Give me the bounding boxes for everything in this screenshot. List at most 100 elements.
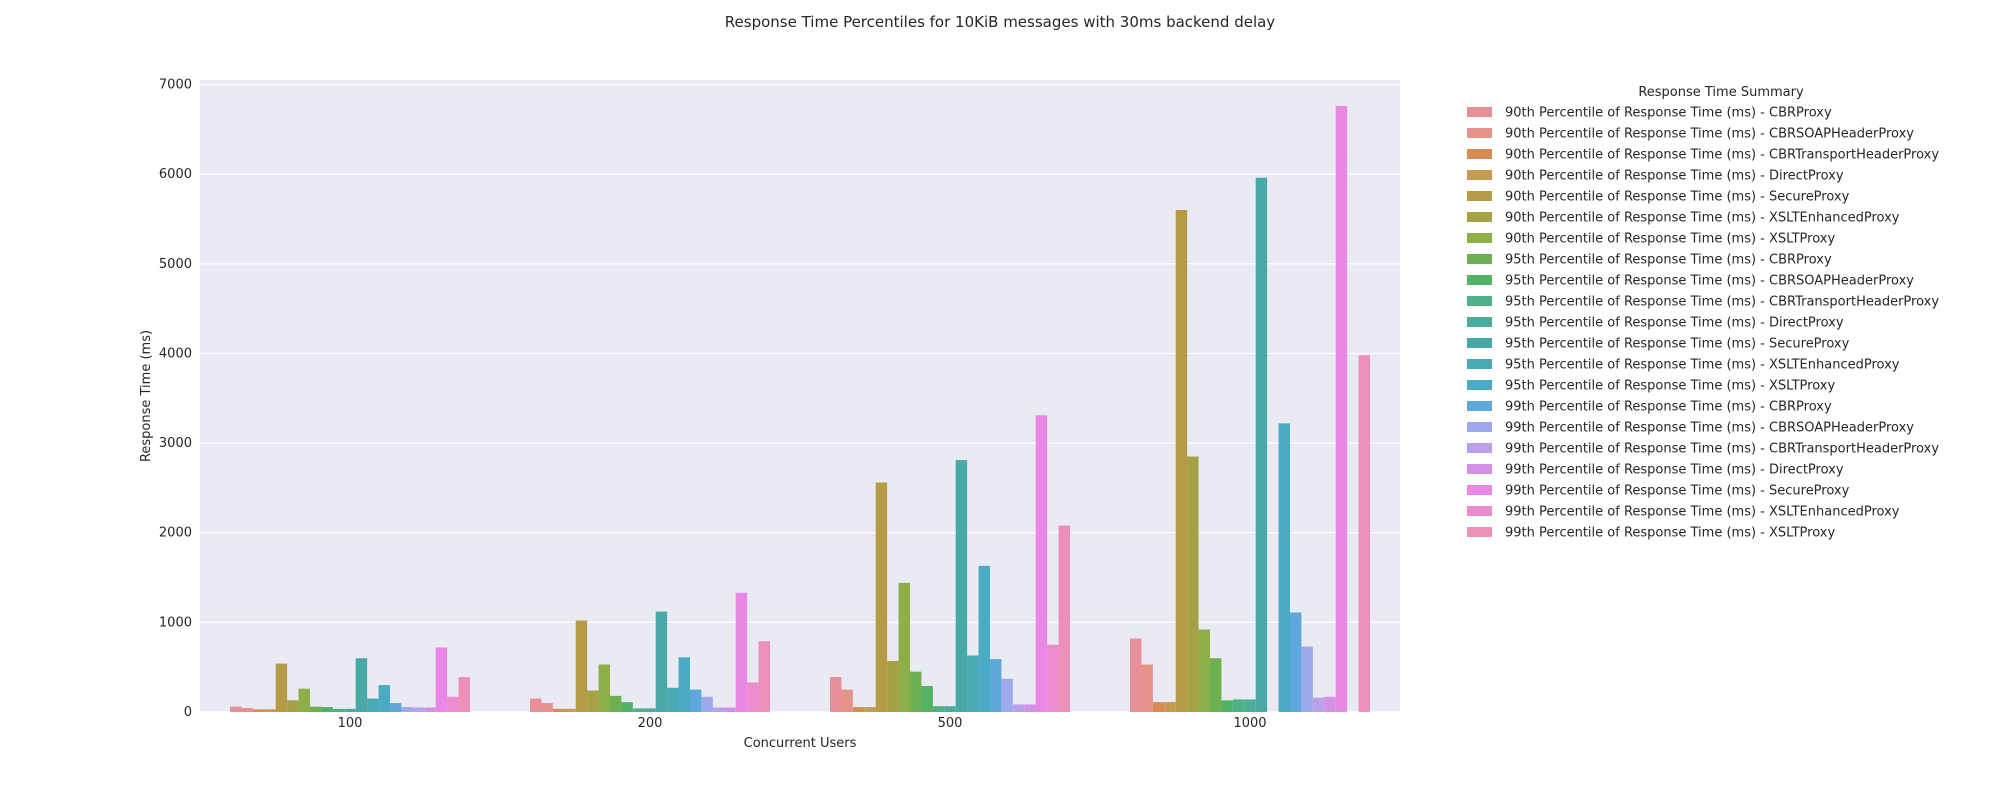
bar: [367, 698, 379, 712]
y-tick-label: 6000: [159, 167, 192, 182]
legend-label: 99th Percentile of Response Time (ms) - …: [1505, 421, 1914, 436]
bar: [1012, 704, 1025, 712]
bar: [830, 677, 842, 712]
bar: [701, 696, 713, 712]
bar: [1335, 105, 1348, 712]
bar: [724, 707, 736, 712]
legend-swatch: [1467, 359, 1492, 369]
legend-label: 99th Percentile of Response Time (ms) - …: [1505, 526, 1835, 541]
bar: [1198, 629, 1210, 712]
bar: [332, 708, 345, 712]
plot-background: [200, 80, 1400, 712]
bar: [1232, 699, 1245, 712]
legend-swatch: [1467, 527, 1492, 537]
legend-label: 95th Percentile of Response Time (ms) - …: [1505, 295, 1939, 310]
bar: [530, 698, 542, 712]
y-tick-label: 7000: [159, 77, 192, 92]
legend-swatch: [1467, 212, 1492, 222]
bar: [264, 709, 276, 712]
legend-label: 99th Percentile of Response Time (ms) - …: [1505, 400, 1832, 415]
bar: [541, 703, 553, 712]
grid-layer: [200, 83, 1400, 713]
bar: [712, 707, 725, 712]
bar: [932, 706, 945, 712]
y-tick-label: 5000: [159, 257, 192, 272]
bar: [852, 707, 865, 712]
legend-label: 90th Percentile of Response Time (ms) - …: [1505, 211, 1900, 226]
bar: [344, 708, 356, 712]
x-tick-label: 500: [938, 716, 963, 731]
legend-swatch: [1467, 380, 1492, 390]
bar: [841, 689, 853, 712]
legend-label: 90th Percentile of Response Time (ms) - …: [1505, 190, 1850, 205]
bar: [875, 482, 888, 712]
bar: [655, 611, 668, 712]
bar: [252, 709, 265, 712]
bar: [978, 565, 990, 712]
bar: [390, 703, 402, 712]
legend-swatch: [1467, 422, 1492, 432]
bar: [1001, 678, 1013, 712]
bar: [1047, 644, 1059, 712]
legend-swatch: [1467, 464, 1492, 474]
bar: [298, 688, 310, 712]
bar: [690, 689, 702, 712]
y-axis-label: Response Time (ms): [139, 330, 154, 462]
legend-swatch: [1467, 485, 1492, 495]
bar: [747, 682, 759, 712]
legend-label: 99th Percentile of Response Time (ms) - …: [1505, 484, 1850, 499]
legend-label: 99th Percentile of Response Time (ms) - …: [1505, 505, 1900, 520]
bar: [1324, 696, 1336, 712]
legend-swatch: [1467, 443, 1492, 453]
chart-title: Response Time Percentiles for 10KiB mess…: [725, 13, 1276, 31]
bar: [990, 659, 1002, 712]
bar: [1187, 456, 1199, 712]
legend-swatch: [1467, 506, 1492, 516]
bar: [378, 685, 390, 712]
legend-swatch: [1467, 254, 1492, 264]
bar: [598, 664, 610, 712]
bar: [230, 706, 242, 712]
x-tick-label: 1000: [1233, 716, 1266, 731]
y-tick-label: 1000: [159, 615, 192, 630]
legend-swatch: [1467, 128, 1492, 138]
legend-label: 95th Percentile of Response Time (ms) - …: [1505, 379, 1835, 394]
y-tick-label: 0: [184, 705, 192, 720]
bar: [412, 707, 425, 712]
bar: [644, 708, 656, 712]
bars-layer: [230, 105, 1370, 712]
legend-label: 90th Percentile of Response Time (ms) - …: [1505, 232, 1835, 247]
legend-label: 95th Percentile of Response Time (ms) - …: [1505, 274, 1914, 289]
y-tick-label: 2000: [159, 526, 192, 541]
bar: [447, 696, 459, 712]
bar: [458, 677, 470, 712]
bar: [667, 687, 679, 712]
bar: [1210, 658, 1222, 712]
legend-label: 99th Percentile of Response Time (ms) - …: [1505, 442, 1939, 457]
bar: [1175, 209, 1188, 712]
bar: [610, 695, 622, 712]
y-tick-label: 4000: [159, 346, 192, 361]
bar: [1244, 699, 1256, 712]
bar: [587, 690, 599, 712]
legend-title: Response Time Summary: [1638, 85, 1804, 100]
bar: [921, 686, 933, 712]
bar: [401, 707, 413, 712]
bar: [1024, 704, 1036, 712]
bar: [310, 706, 322, 712]
bar: [944, 706, 956, 712]
legend-swatch: [1467, 233, 1492, 243]
bar: [887, 660, 899, 712]
legend-label: 95th Percentile of Response Time (ms) - …: [1505, 253, 1832, 268]
bar: [1278, 423, 1290, 712]
bar: [678, 657, 690, 712]
bar: [864, 707, 876, 712]
legend-swatch: [1467, 401, 1492, 411]
bar: [758, 641, 770, 712]
bar: [1130, 638, 1142, 712]
bar: [355, 658, 368, 712]
bar: [1035, 415, 1048, 712]
bar: [1312, 697, 1325, 712]
bar: [735, 592, 748, 712]
